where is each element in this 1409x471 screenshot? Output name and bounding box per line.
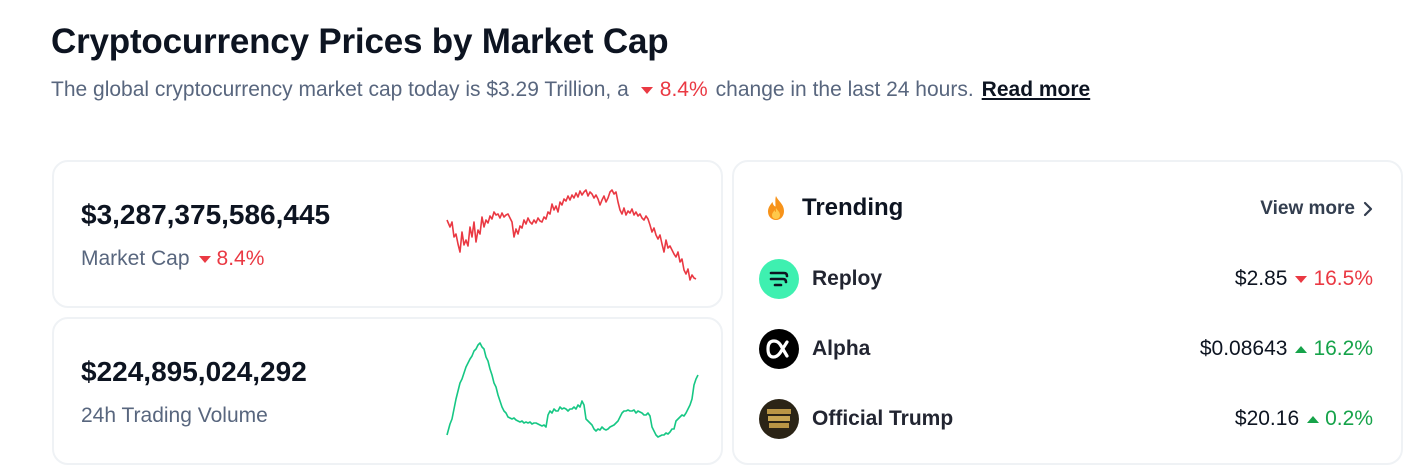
caret-up-icon [1307, 415, 1320, 423]
view-more-link[interactable]: View more [1260, 198, 1373, 220]
volume-card[interactable]: $224,895,024,292 24h Trading Volume [52, 317, 723, 465]
market-cap-label-row: Market Cap 8.4% [81, 247, 264, 271]
volume-label: 24h Trading Volume [81, 404, 268, 427]
coin-change: 16.2% [1287, 337, 1373, 361]
trending-header: Trending [762, 194, 903, 222]
trending-item-official-trump[interactable]: Official Trump $20.16 0.2% [759, 398, 1373, 440]
trending-item-alpha[interactable]: Alpha $0.08643 16.2% [759, 328, 1373, 370]
fire-icon [768, 196, 784, 220]
caret-up-icon [1295, 345, 1308, 353]
subtitle-suffix: change in the last 24 hours. [715, 78, 974, 101]
volume-value: $224,895,024,292 [81, 356, 307, 387]
subtitle-prefix: The global cryptocurrency market cap tod… [51, 78, 629, 101]
reploy-logo-icon [759, 259, 799, 299]
market-cap-change: 8.4% [190, 247, 265, 271]
market-cap-sparkline [446, 189, 697, 281]
coin-price: $2.85 [1234, 267, 1288, 290]
market-cap-change-value: 8.4% [216, 247, 265, 270]
alpha-logo-icon [759, 329, 799, 369]
caret-down-icon [640, 86, 653, 94]
coin-change: 16.5% [1287, 267, 1373, 291]
coin-price: $20.16 [1234, 407, 1300, 430]
read-more-link[interactable]: Read more [981, 78, 1091, 101]
market-cap-value: $3,287,375,586,445 [81, 199, 331, 230]
trending-card: Trending View more Reploy $2.85 16.5% [732, 160, 1403, 465]
market-cap-label: Market Cap [81, 247, 190, 270]
coin-change-value: 16.2% [1313, 337, 1373, 360]
subtitle-change-value: 8.4% [659, 78, 708, 101]
coin-change: 0.2% [1299, 407, 1373, 431]
page-subtitle: The global cryptocurrency market cap tod… [51, 78, 1090, 102]
caret-down-icon [198, 255, 211, 263]
coin-change-value: 0.2% [1325, 407, 1373, 430]
view-more-label: View more [1260, 198, 1355, 219]
coin-price: $0.08643 [1199, 337, 1288, 360]
coin-change-value: 16.5% [1313, 267, 1373, 290]
coin-name: Alpha [812, 337, 871, 360]
trending-title: Trending [802, 194, 904, 221]
chevron-right-icon [1363, 201, 1373, 217]
page-title: Cryptocurrency Prices by Market Cap [51, 22, 669, 61]
trump-logo-icon [759, 399, 799, 439]
caret-down-icon [1295, 275, 1308, 283]
volume-sparkline [446, 342, 699, 438]
coin-name: Reploy [812, 267, 883, 290]
market-cap-card[interactable]: $3,287,375,586,445 Market Cap 8.4% [52, 160, 723, 308]
coin-name: Official Trump [812, 407, 954, 430]
subtitle-change: 8.4% [629, 78, 708, 102]
trending-item-reploy[interactable]: Reploy $2.85 16.5% [759, 258, 1373, 300]
